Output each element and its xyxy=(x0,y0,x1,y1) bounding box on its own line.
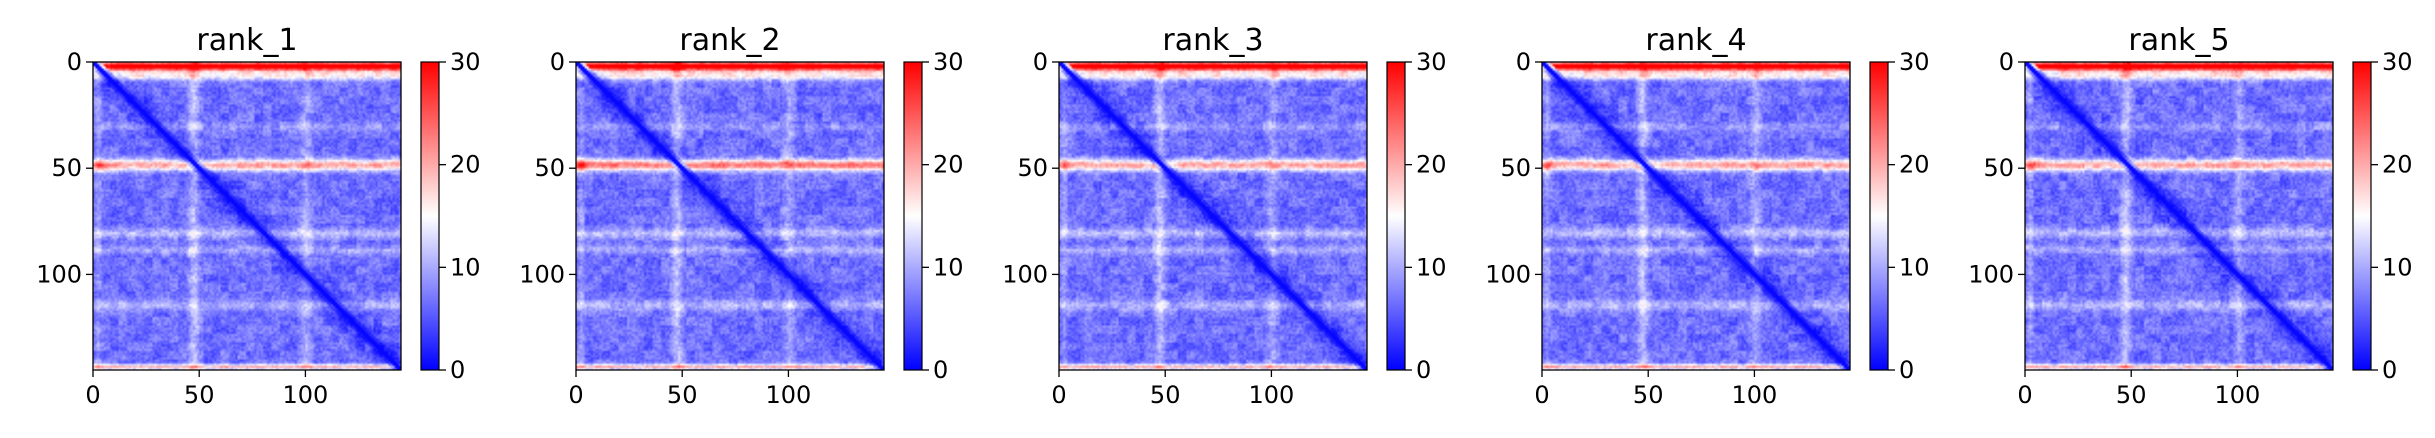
colorbar-tick-label: 0 xyxy=(1416,356,1431,384)
y-tick-label: 0 xyxy=(1999,48,2014,76)
colorbar-tick-label: 30 xyxy=(1416,48,1447,76)
x-tick-label: 100 xyxy=(766,381,812,409)
colorbar-tick-label: 10 xyxy=(933,253,964,281)
heatmap-image xyxy=(93,62,401,370)
y-tick-label: 100 xyxy=(519,260,565,288)
colorbar-tick-label: 0 xyxy=(2382,356,2397,384)
colorbar-tick-label: 10 xyxy=(1416,253,1447,281)
x-tick-label: 0 xyxy=(1051,381,1066,409)
axes-frame xyxy=(92,61,402,371)
x-tick-label: 0 xyxy=(2017,381,2032,409)
y-tick-label: 0 xyxy=(1033,48,1048,76)
colorbar xyxy=(1386,61,1406,371)
chart-title: rank_5 xyxy=(2128,23,2229,58)
heatmap-panel: rank_4 0 50 100 0 50 100 0 10 20 30 xyxy=(1485,23,1929,409)
x-tick-label: 100 xyxy=(2215,381,2261,409)
x-tick-label: 50 xyxy=(2116,381,2147,409)
colorbar-tick-label: 0 xyxy=(450,356,465,384)
heatmap-panel: rank_5 0 50 100 0 50 100 0 10 20 30 xyxy=(1968,23,2412,409)
y-tick-label: 0 xyxy=(550,48,565,76)
colorbar-tick-label: 30 xyxy=(1899,48,1930,76)
x-tick-label: 50 xyxy=(184,381,215,409)
colorbar-tick-label: 30 xyxy=(450,48,481,76)
colorbar-tick-label: 20 xyxy=(450,151,481,179)
colorbar-tick-label: 30 xyxy=(2382,48,2413,76)
y-tick-label: 0 xyxy=(1516,48,1531,76)
heatmap-image xyxy=(2025,62,2333,370)
chart-title: rank_3 xyxy=(1162,23,1263,58)
y-tick-label: 0 xyxy=(67,48,82,76)
colorbar-tick-label: 10 xyxy=(450,253,481,281)
y-tick-label: 100 xyxy=(1002,260,1048,288)
colorbar-tick-label: 20 xyxy=(2382,151,2413,179)
axes-frame xyxy=(1058,61,1368,371)
x-tick-label: 50 xyxy=(1633,381,1664,409)
y-tick-label: 50 xyxy=(1017,154,1048,182)
heatmap-image xyxy=(1059,62,1367,370)
x-tick-label: 0 xyxy=(1534,381,1549,409)
colorbar xyxy=(2352,61,2372,371)
heatmap-panel: rank_3 0 50 100 0 50 100 0 10 20 30 xyxy=(1002,23,1446,409)
chart-title: rank_1 xyxy=(196,23,297,58)
colorbar-tick-label: 0 xyxy=(933,356,948,384)
chart-title: rank_4 xyxy=(1645,23,1746,58)
colorbar-tick-label: 10 xyxy=(1899,253,1930,281)
x-tick-label: 0 xyxy=(85,381,100,409)
colorbar-tick-label: 30 xyxy=(933,48,964,76)
x-tick-label: 100 xyxy=(1249,381,1295,409)
y-tick-label: 50 xyxy=(51,154,82,182)
y-tick-label: 50 xyxy=(534,154,565,182)
colorbar-tick-label: 10 xyxy=(2382,253,2413,281)
colorbar-tick-label: 20 xyxy=(933,151,964,179)
axes-frame xyxy=(575,61,885,371)
axes-frame xyxy=(1541,61,1851,371)
heatmap-panel: rank_2 0 50 100 0 50 100 0 10 20 30 xyxy=(519,23,963,409)
x-tick-label: 0 xyxy=(568,381,583,409)
colorbar xyxy=(903,61,923,371)
x-tick-label: 50 xyxy=(1150,381,1181,409)
x-tick-label: 50 xyxy=(667,381,698,409)
y-tick-label: 100 xyxy=(36,260,82,288)
colorbar-tick-label: 0 xyxy=(1899,356,1914,384)
heatmap-image xyxy=(1542,62,1850,370)
heatmap-panel: rank_1 0 50 100 0 50 100 0 10 20 30 xyxy=(36,23,480,409)
colorbar-tick-label: 20 xyxy=(1899,151,1930,179)
x-tick-label: 100 xyxy=(1732,381,1778,409)
y-tick-label: 50 xyxy=(1500,154,1531,182)
y-tick-label: 100 xyxy=(1968,260,2014,288)
x-tick-label: 100 xyxy=(283,381,329,409)
colorbar-tick-label: 20 xyxy=(1416,151,1447,179)
heatmap-image xyxy=(576,62,884,370)
colorbar xyxy=(1869,61,1889,371)
chart-title: rank_2 xyxy=(679,23,780,58)
y-tick-label: 100 xyxy=(1485,260,1531,288)
axes-frame xyxy=(2024,61,2334,371)
colorbar xyxy=(420,61,440,371)
y-tick-label: 50 xyxy=(1983,154,2014,182)
